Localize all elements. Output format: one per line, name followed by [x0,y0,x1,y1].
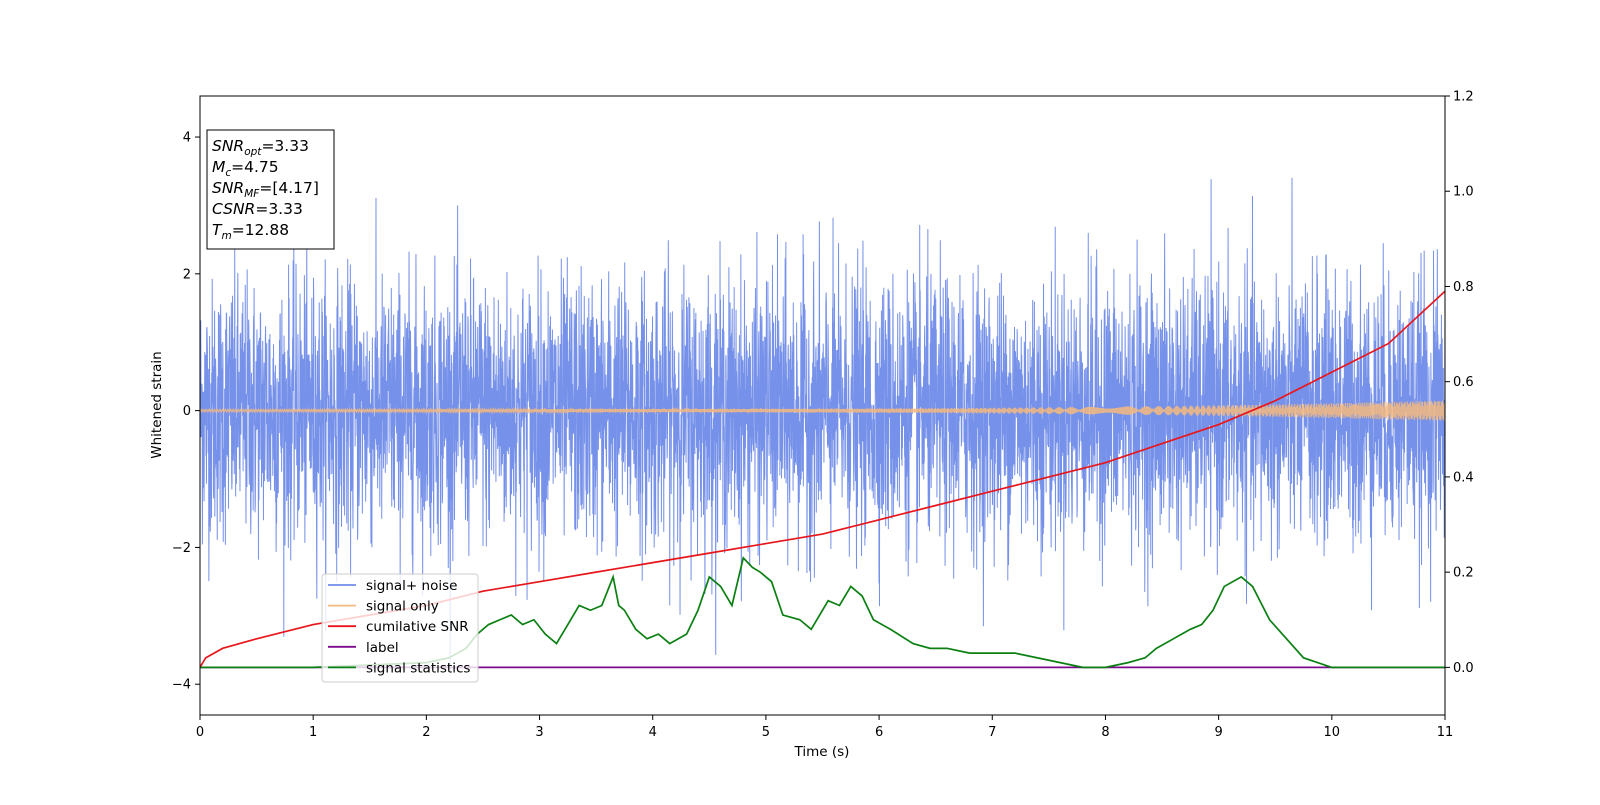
y-left-tick-label: 2 [183,267,191,282]
y-right-tick-label: 0.4 [1453,470,1474,485]
y-axis-label: Whitened strain [149,351,165,458]
y-right-tick-label: 0.2 [1453,566,1474,581]
y-right-tick-label: 0.6 [1453,375,1474,390]
annotation-line: SNRMF=[4.17] [212,179,319,200]
axes: 0 1 2 3 4 5 6 7 8 9 10 11 −4 −2 0 2 4 0.0 0.2 0.4 0.6 0.8 1.0 1… [172,90,1474,741]
legend: signal+ noise signal only cumilative SNR la… [321,573,479,683]
y-right-tick-label: 0.8 [1453,280,1474,295]
legend-entry: cumilative SNR [366,619,469,635]
legend-entry: signal only [366,599,439,615]
annotation-line: Tm=12.88 [212,221,289,242]
x-tick-label: 8 [1101,725,1109,740]
legend-entry: label [366,640,399,656]
plot-frame [199,95,1446,716]
annotation-line: CSNR=3.33 [212,200,303,218]
x-tick-label: 7 [988,725,996,740]
x-tick-label: 5 [762,725,770,740]
x-axis-label: Time (s) [794,744,850,760]
y-right-tick-label: 0.0 [1453,661,1474,676]
y-left-tick-label: 4 [183,131,191,146]
x-tick-label: 4 [649,725,657,740]
x-tick-label: 9 [1214,725,1222,740]
annotation-line: Mc=4.75 [212,158,279,179]
y-left-tick-label: −4 [172,678,191,693]
x-tick-label: 0 [196,725,204,740]
x-tick-label: 2 [422,725,430,740]
series-cumilative-snr [200,290,1445,668]
y-right-tick-label: 1.0 [1453,185,1474,200]
series-signal-statistics [200,556,1445,669]
series-signal-only [200,400,1445,421]
x-tick-label: 3 [535,725,543,740]
y-right-tick-label: 1.2 [1453,90,1474,105]
x-tick-label: 6 [875,725,883,740]
legend-frame [321,573,479,683]
x-tick-label: 10 [1324,725,1341,740]
annotation-frame [206,129,335,250]
x-tick-label: 11 [1437,725,1454,740]
x-tick-label: 1 [309,725,317,740]
legend-entry: signal+ noise [366,578,457,594]
legend-entry: signal statistics [366,660,470,676]
y-left-tick-label: 0 [183,404,191,419]
annotation-line: SNRopt=3.33 [212,137,309,158]
y-left-tick-label: −2 [172,541,191,556]
